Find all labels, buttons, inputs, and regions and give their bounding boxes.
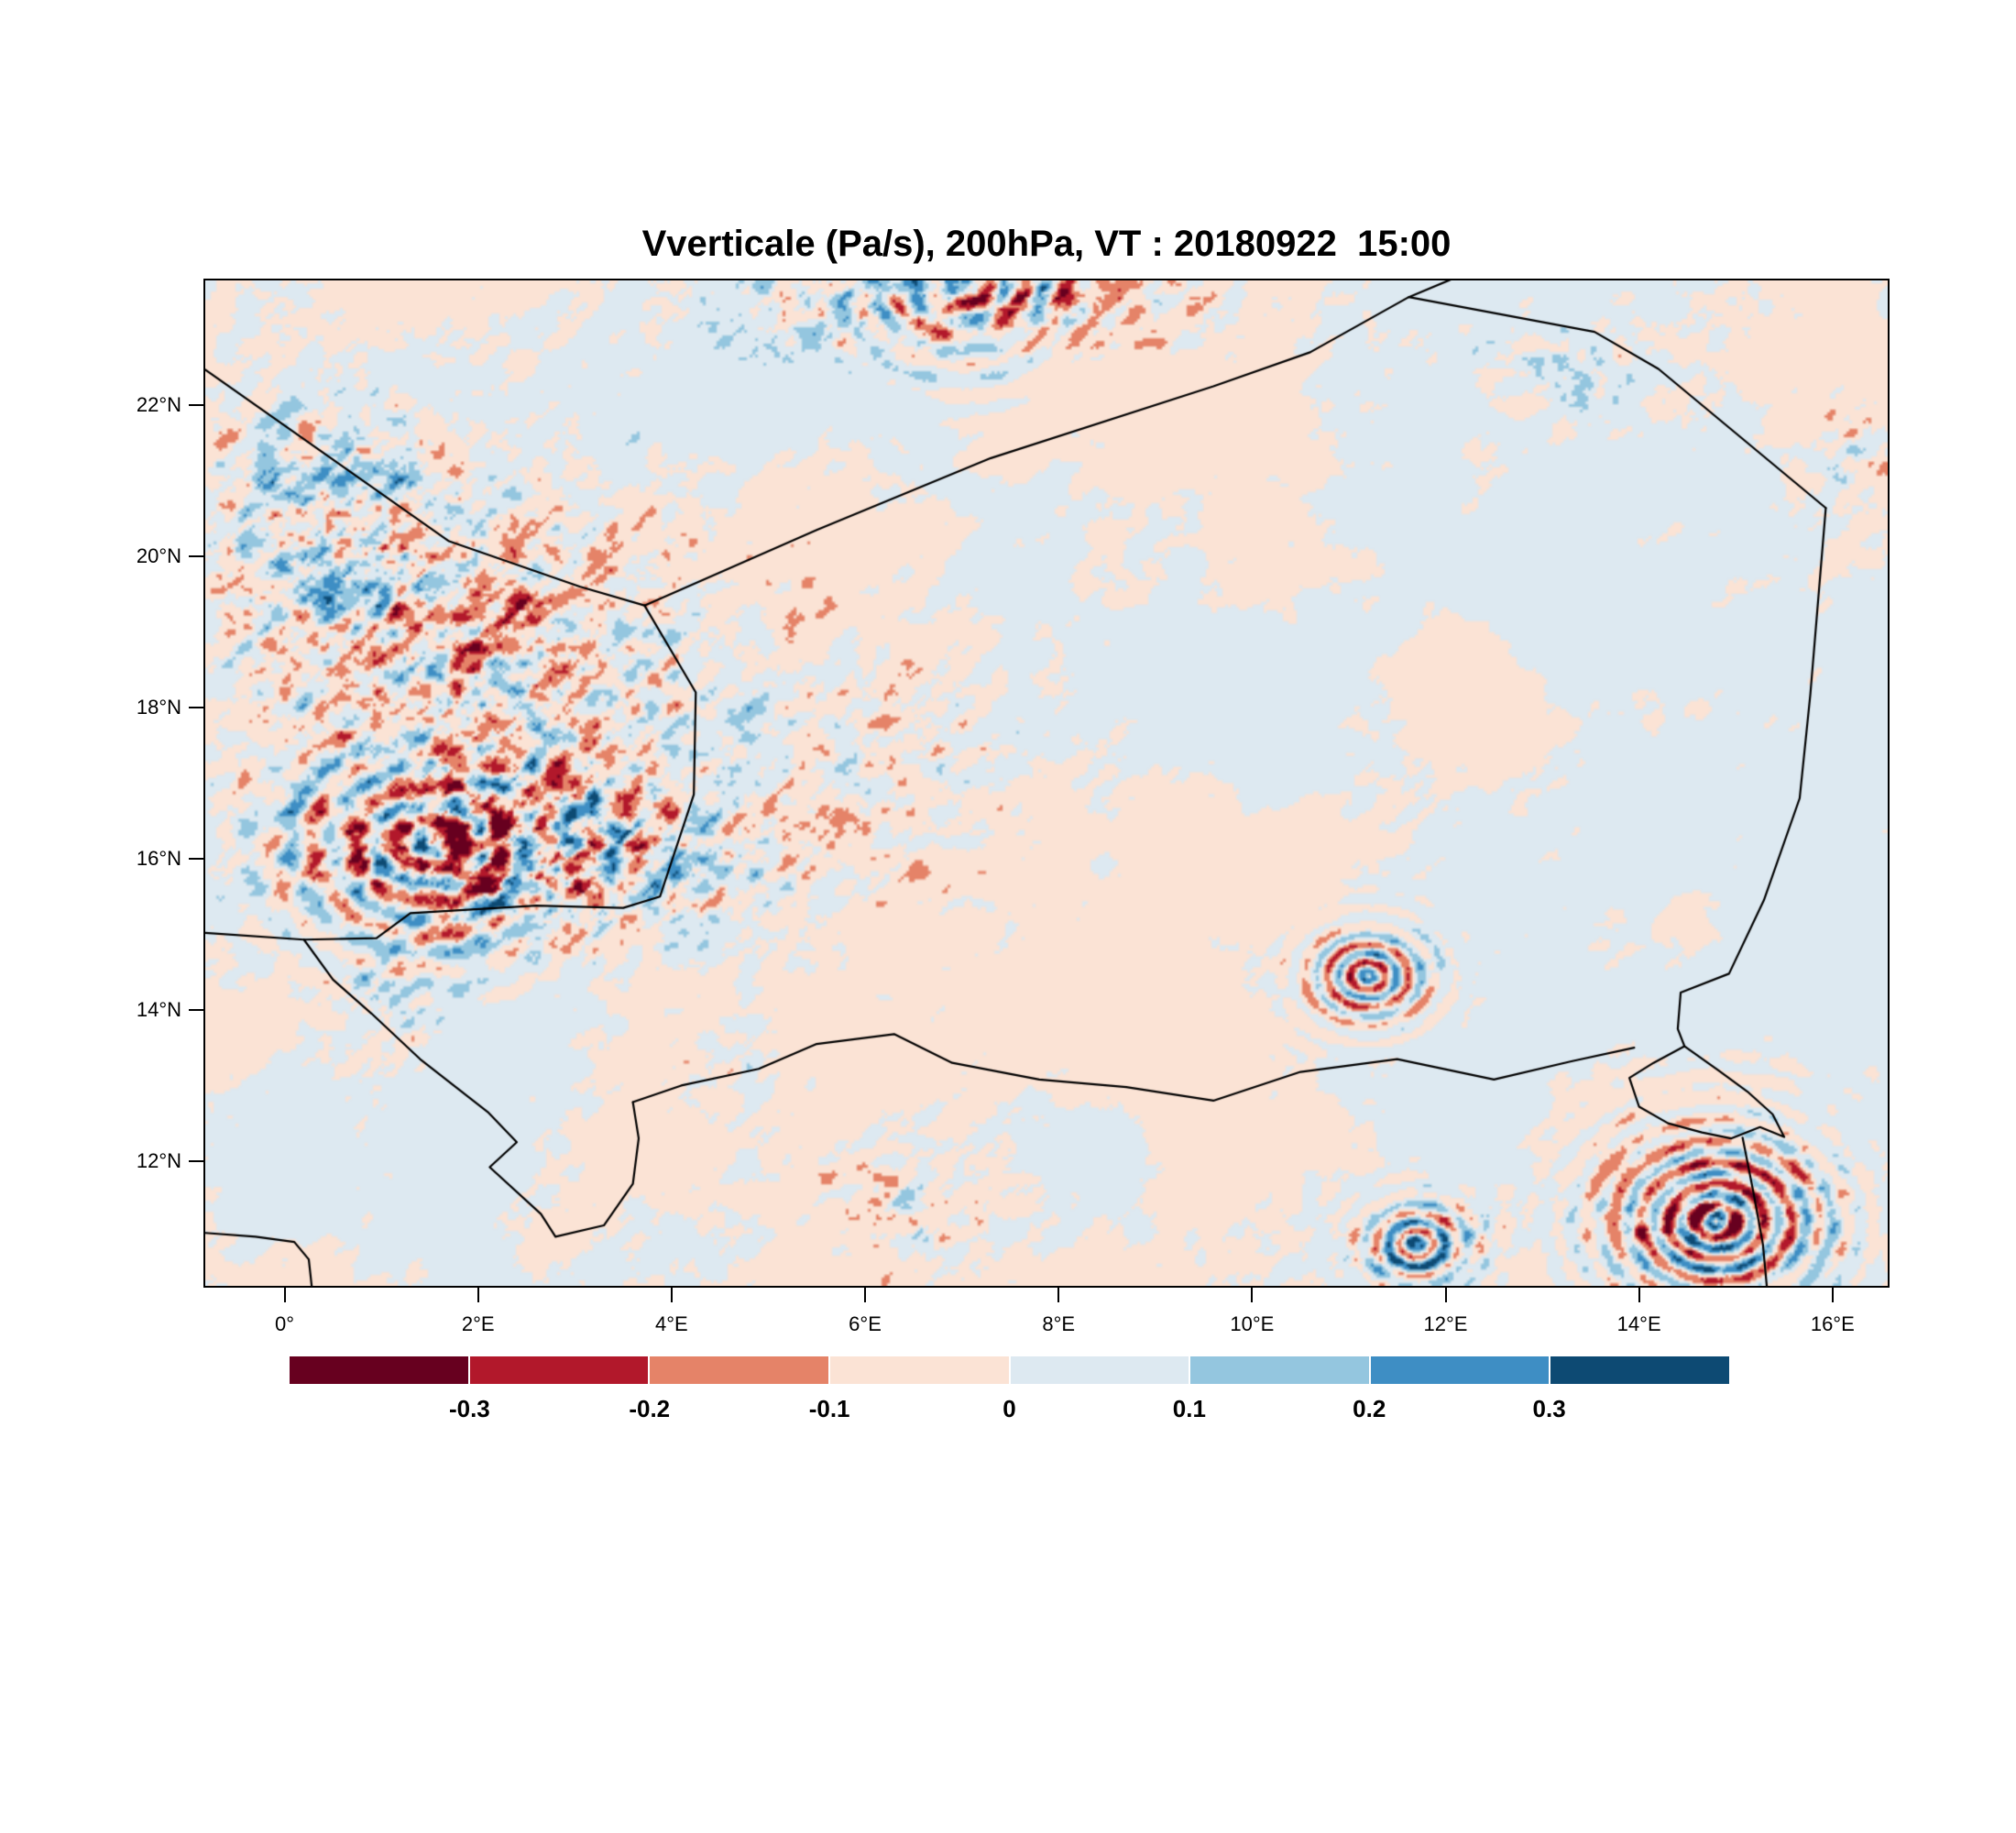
colorbar-segment-4 — [1010, 1356, 1191, 1384]
colorbar-tick-label: -0.2 — [629, 1395, 671, 1422]
y-tick-mark — [189, 1008, 203, 1011]
colorbar-segment-2 — [650, 1356, 830, 1384]
y-tick-mark — [189, 404, 203, 407]
x-tick-mark — [670, 1288, 673, 1302]
x-tick-mark — [477, 1288, 479, 1302]
colorbar-tick-label: -0.3 — [448, 1395, 490, 1422]
colorbar-segment-0 — [290, 1356, 470, 1384]
colorbar: -0.3 -0.2 -0.1 0 0.1 0.2 0.3 — [290, 1356, 1729, 1439]
y-tick-mark — [189, 857, 203, 860]
x-tick-label: 14°E — [1616, 1312, 1661, 1335]
x-tick-mark — [1251, 1288, 1254, 1302]
chart-title: Vverticale (Pa/s), 200hPa, VT : 20180922… — [641, 224, 1452, 264]
x-tick-label: 2°E — [461, 1312, 495, 1335]
x-tick-label: 16°E — [1810, 1312, 1855, 1335]
colorbar-segment-6 — [1370, 1356, 1551, 1384]
x-tick-mark — [864, 1288, 867, 1302]
y-tick-label: 22°N — [136, 393, 181, 417]
colorbar-tick-label: 0.1 — [1172, 1395, 1206, 1422]
y-tick-label: 20°N — [136, 544, 181, 568]
colorbar-tick-label: 0.3 — [1532, 1395, 1566, 1422]
map-canvas — [205, 280, 1888, 1286]
colorbar-segment-5 — [1190, 1356, 1371, 1384]
y-tick-label: 18°N — [136, 696, 181, 719]
x-tick-mark — [283, 1288, 286, 1302]
colorbar-segment-3 — [829, 1356, 1011, 1384]
colorbar-tick-label: 0 — [1003, 1395, 1016, 1422]
x-tick-label: 10°E — [1230, 1312, 1275, 1335]
y-tick-mark — [189, 555, 203, 558]
y-tick-label: 16°N — [136, 846, 181, 870]
x-tick-mark — [1444, 1288, 1447, 1302]
map-frame — [203, 279, 1890, 1288]
y-tick-label: 14°N — [136, 997, 181, 1021]
y-tick-mark — [189, 707, 203, 709]
x-tick-mark — [1638, 1288, 1640, 1302]
x-tick-label: 6°E — [849, 1312, 882, 1335]
y-tick-mark — [189, 1159, 203, 1162]
colorbar-tick-label: -0.1 — [808, 1395, 850, 1422]
colorbar-tick-label: 0.2 — [1353, 1395, 1386, 1422]
colorbar-bar — [290, 1356, 1729, 1384]
colorbar-segment-1 — [469, 1356, 651, 1384]
x-tick-mark — [1057, 1288, 1060, 1302]
x-tick-label: 0° — [275, 1312, 295, 1335]
x-tick-label: 8°E — [1042, 1312, 1076, 1335]
x-tick-mark — [1831, 1288, 1834, 1302]
y-tick-label: 12°N — [136, 1148, 181, 1172]
x-tick-label: 12°E — [1423, 1312, 1468, 1335]
x-tick-label: 4°E — [655, 1312, 688, 1335]
colorbar-segment-7 — [1550, 1356, 1729, 1384]
